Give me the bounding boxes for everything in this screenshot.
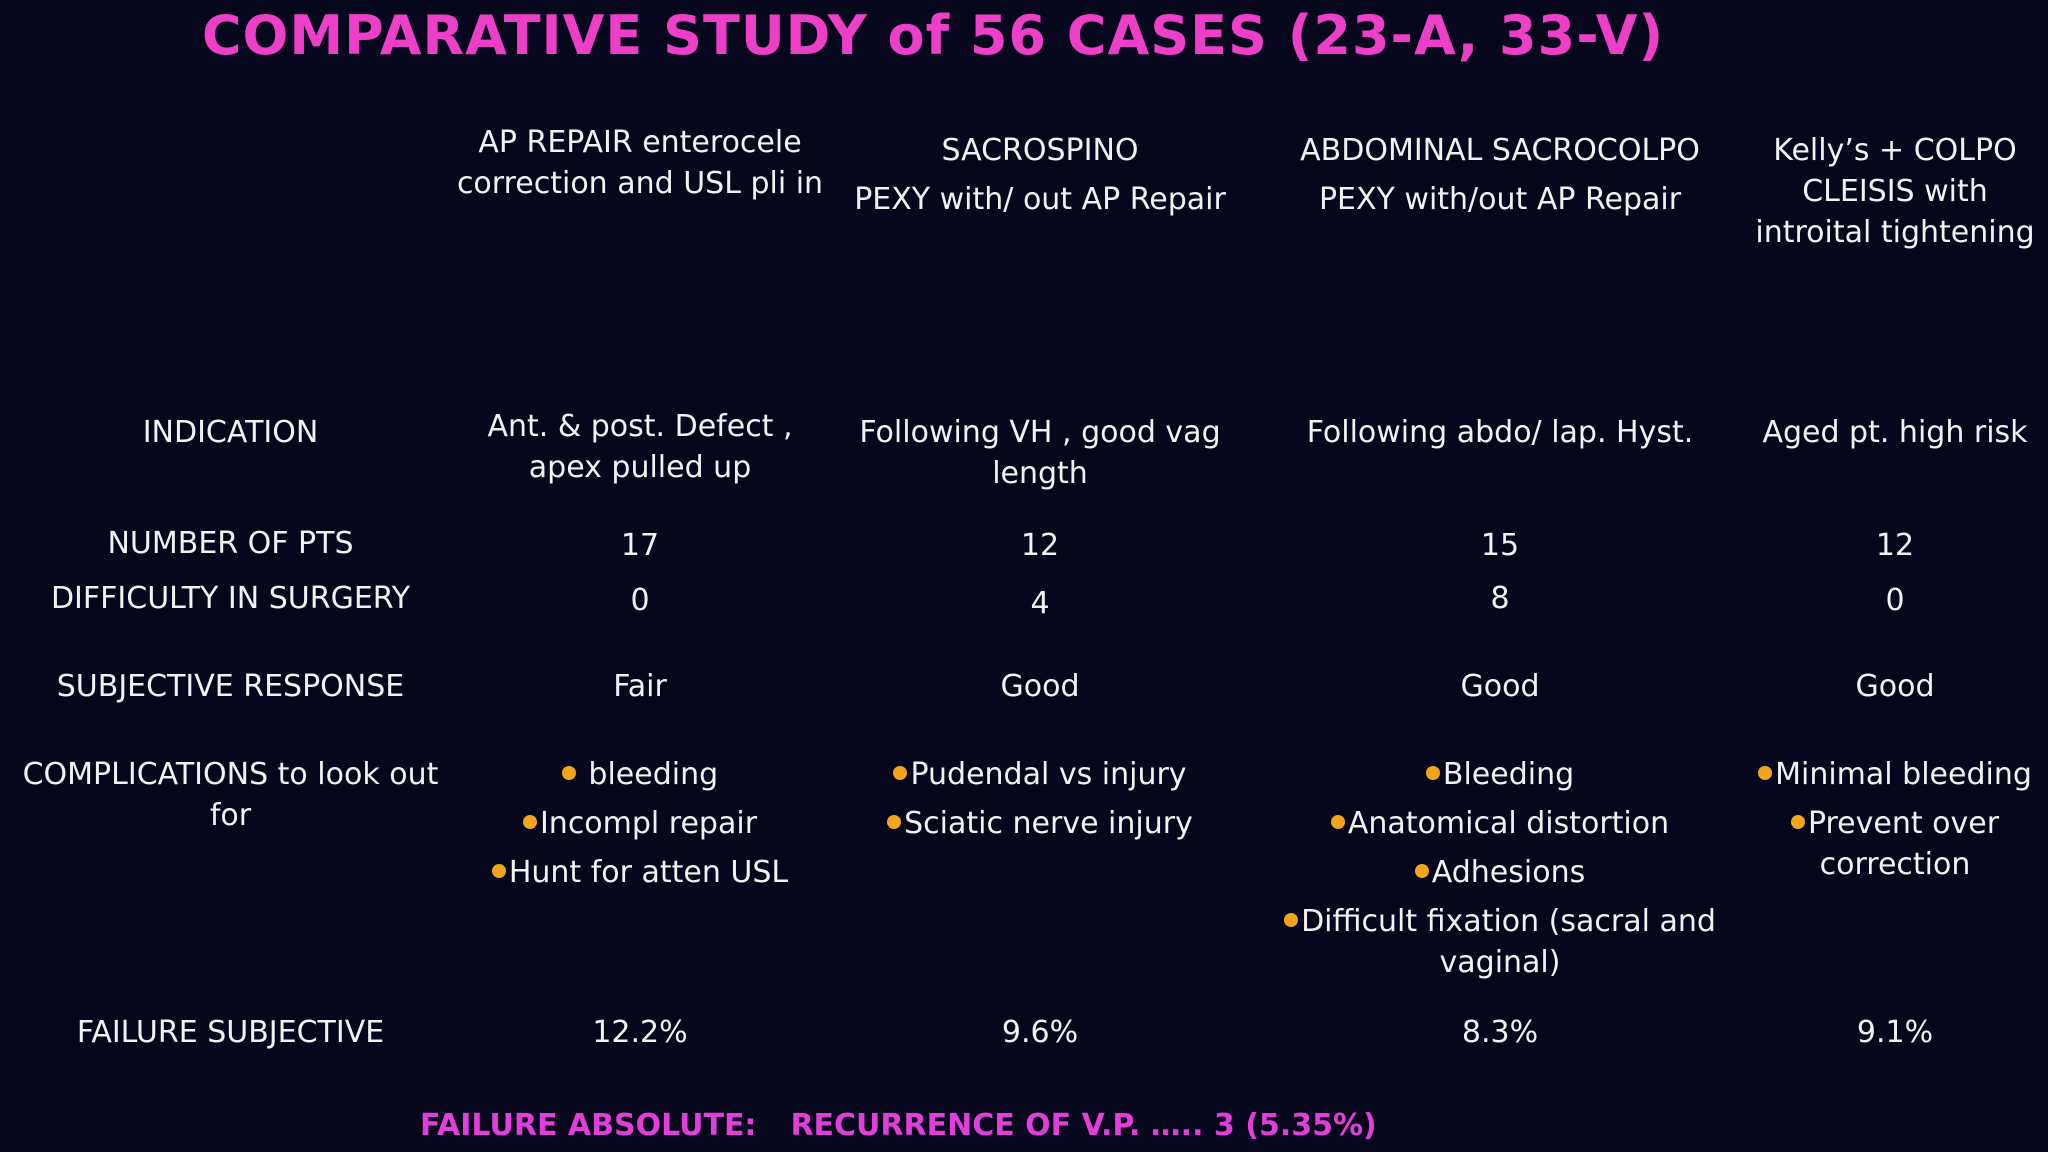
bullet-icon [561,766,576,780]
complication-text: Hunt for atten USL [508,855,789,890]
column-header-line: PEXY with/out AP Repair [1318,182,1682,217]
bullet-icon [491,864,506,878]
bullet-icon [1790,815,1805,829]
bullet-icon [1425,766,1440,780]
complication-text: Bleeding [1442,757,1575,792]
subjective-response-value: Good [1855,669,1935,704]
complication-text: Prevent over [1807,806,2000,841]
complications-list: bleeding Incompl repair Hunt for atten U… [440,754,840,893]
difficulty-value: 0 [1885,583,1905,618]
bullet-icon [1284,913,1299,927]
complication-text: Incompl repair [539,806,758,841]
complication-text: Minimal bleeding [1775,757,2032,792]
list-item: Bleeding [1250,754,1750,795]
difficulty-value: 8 [1490,581,1510,616]
complication-text: Sciatic nerve injury [904,806,1193,841]
complication-text: correction [1819,847,1971,882]
complication-text: bleeding [578,757,719,792]
failure-subjective-value: 8.3% [1461,1015,1539,1050]
indication-line: Following abdo/ lap. Hyst. [1306,415,1694,450]
bullet-icon [887,815,902,829]
indication-line: Aged pt. high risk [1762,415,2028,450]
complications-list: Bleeding Anatomical distortion Adhesions… [1250,754,1750,983]
footer-label: FAILURE ABSOLUTE: [420,1108,757,1143]
footer-failure-absolute: FAILURE ABSOLUTE: RECURRENCE OF V.P. ….. … [420,1108,1377,1143]
complication-text: Anatomical distortion [1347,806,1670,841]
complication-text: vaginal) [1439,945,1561,980]
bullet-icon [1758,766,1773,780]
list-item: Prevent over [1745,803,2045,844]
complication-text: Difficult fixation (sacral and [1301,904,1716,939]
list-item: Hunt for atten USL [440,852,840,893]
row-label-line: COMPLICATIONS to look out [22,757,439,792]
list-item: Incompl repair [440,803,840,844]
list-item: Difficult fixation (sacral and [1250,901,1750,942]
subjective-response-value: Good [1000,669,1080,704]
column-header-line: CLEISIS with [1802,174,1988,209]
column-header-line: introital tightening [1755,215,2035,250]
indication-cell: Following abdo/ lap. Hyst. [1250,412,1750,453]
row-label-line: for [209,798,252,833]
list-item: Anatomical distortion [1250,803,1750,844]
bullet-icon [893,766,908,780]
complications-cell: Bleeding Anatomical distortion Adhesions… [1250,754,1750,991]
failure-subjective-value: 9.1% [1856,1015,1934,1050]
subjective-response-value: Fair [613,669,667,704]
complications-cell: Minimal bleeding Prevent over correction [1745,754,2045,893]
difficulty-value: 0 [630,583,650,618]
row-label-number-of-pts: NUMBER OF PTS [107,526,354,561]
column-header-sacrospinopexy: SACROSPINO PEXY with/ out AP Repair [840,130,1240,220]
indication-line: Following VH , good vag [859,415,1221,450]
complications-cell: Pudendal vs injury Sciatic nerve injury [840,754,1240,852]
number-of-pts-value: 12 [1875,528,1915,563]
list-item: bleeding [440,754,840,795]
list-item-continuation: vaginal) [1250,942,1750,983]
number-of-pts-value: 12 [1020,528,1060,563]
bullet-icon [1330,815,1345,829]
row-label-difficulty: DIFFICULTY IN SURGERY [50,581,411,616]
list-item: Minimal bleeding [1745,754,2045,795]
column-header-line: Kelly’s + COLPO [1773,133,2017,168]
complications-list: Minimal bleeding Prevent over correction [1745,754,2045,885]
indication-cell: Ant. & post. Defect , apex pulled up [440,406,840,488]
indication-line: length [992,456,1088,491]
complication-text: Adhesions [1431,855,1586,890]
bullet-icon [522,815,537,829]
list-item: Pudendal vs injury [840,754,1240,795]
indication-line: Ant. & post. Defect , [487,409,793,444]
list-item: Adhesions [1250,852,1750,893]
indication-cell: Aged pt. high risk [1745,412,2045,453]
complications-cell: bleeding Incompl repair Hunt for atten U… [440,754,840,901]
row-label-failure-subjective: FAILURE SUBJECTIVE [76,1015,385,1050]
complication-text: Pudendal vs injury [910,757,1187,792]
row-label-complications: COMPLICATIONS to look out for [8,754,453,836]
slide-title: COMPARATIVE STUDY of 56 CASES (23-A, 33-… [201,4,1665,67]
list-item-continuation: correction [1745,844,2045,885]
indication-cell: Following VH , good vag length [840,412,1240,494]
number-of-pts-value: 15 [1480,528,1520,563]
column-header-line: ABDOMINAL SACROCOLPO [1300,133,1700,168]
column-header-abdominal-sacrocolpopexy: ABDOMINAL SACROCOLPO PEXY with/out AP Re… [1250,130,1750,220]
column-header-line: SACROSPINO [941,133,1139,168]
column-header-line: AP REPAIR enterocele [478,125,802,160]
failure-subjective-value: 12.2% [592,1015,688,1050]
row-label-indication: INDICATION [142,415,319,450]
complications-list: Pudendal vs injury Sciatic nerve injury [840,754,1240,844]
bullet-icon [1414,864,1429,878]
failure-subjective-value: 9.6% [1001,1015,1079,1050]
column-header-ap-repair: AP REPAIR enterocele correction and USL … [440,122,840,204]
column-header-colpocleisis: Kelly’s + COLPO CLEISIS with introital t… [1745,130,2045,253]
indication-line: apex pulled up [528,450,752,485]
column-header-line: PEXY with/ out AP Repair [854,182,1226,217]
difficulty-value: 4 [1030,586,1050,621]
footer-recurrence: RECURRENCE OF V.P. ….. 3 (5.35%) [790,1108,1377,1143]
row-label-subjective-response: SUBJECTIVE RESPONSE [56,669,405,704]
list-item: Sciatic nerve injury [840,803,1240,844]
column-header-line: correction and USL pli in [456,166,824,201]
subjective-response-value: Good [1460,669,1540,704]
number-of-pts-value: 17 [620,528,660,563]
